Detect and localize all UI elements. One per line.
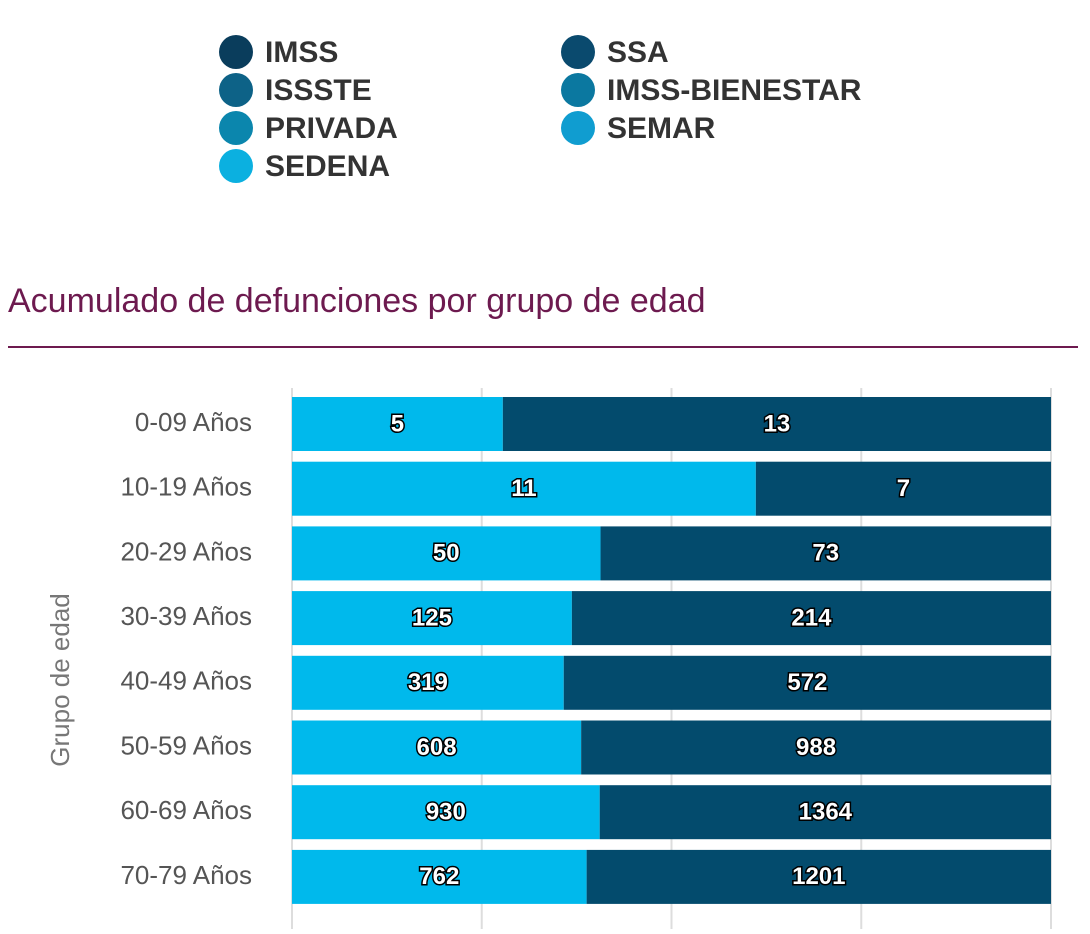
data-label: 572 bbox=[787, 669, 827, 696]
bar-segment bbox=[600, 526, 1051, 581]
bar-segment bbox=[292, 526, 601, 581]
legend-label: SEDENA bbox=[265, 150, 390, 183]
data-label: 7 bbox=[897, 475, 910, 502]
legend-marker bbox=[219, 149, 253, 183]
data-label: 762 bbox=[419, 863, 459, 890]
legend-marker bbox=[219, 73, 253, 107]
bar-segment bbox=[292, 720, 582, 775]
bar-segment bbox=[292, 591, 572, 646]
legend-marker bbox=[561, 35, 595, 69]
legend-label: SSA bbox=[607, 36, 669, 69]
data-label: 319 bbox=[408, 669, 448, 696]
data-label: 930 bbox=[426, 799, 466, 826]
legend-label: SEMAR bbox=[607, 112, 716, 145]
bar-segment bbox=[292, 397, 503, 451]
bar-segment bbox=[292, 785, 600, 840]
bar-segment bbox=[571, 591, 1051, 646]
data-label: 1364 bbox=[799, 799, 853, 826]
y-tick-label: 70-79 Años bbox=[120, 860, 252, 890]
bar-segment bbox=[586, 849, 1051, 904]
y-tick-label: 60-69 Años bbox=[120, 795, 252, 825]
data-label: 50 bbox=[433, 540, 460, 567]
chart-title: Acumulado de defunciones por grupo de ed… bbox=[8, 282, 706, 320]
bar-segment bbox=[292, 461, 756, 516]
legend-label: ISSSTE bbox=[265, 74, 372, 107]
legend-marker bbox=[561, 111, 595, 145]
legend-marker bbox=[219, 111, 253, 145]
bar-segment bbox=[292, 655, 564, 710]
bar-segment bbox=[502, 397, 1051, 451]
bar-segment bbox=[599, 785, 1051, 840]
y-tick-label: 50-59 Años bbox=[120, 730, 252, 760]
legend-label: IMSS bbox=[265, 36, 338, 69]
bar-segment bbox=[581, 720, 1051, 775]
y-tick-label: 30-39 Años bbox=[120, 601, 252, 631]
bar-segment bbox=[292, 849, 587, 904]
data-label: 988 bbox=[796, 734, 836, 761]
legend-marker bbox=[561, 73, 595, 107]
data-label: 13 bbox=[764, 410, 791, 437]
data-label: 5 bbox=[391, 410, 404, 437]
y-tick-label: 20-29 Años bbox=[120, 536, 252, 566]
bar-segment bbox=[563, 655, 1051, 710]
data-label: 11 bbox=[511, 475, 536, 502]
y-tick-label: 0-09 Años bbox=[135, 407, 252, 437]
y-tick-label: 40-49 Años bbox=[120, 666, 252, 696]
data-label: 125 bbox=[412, 604, 452, 631]
bar-segment bbox=[755, 461, 1051, 516]
y-axis-label: Grupo de edad bbox=[45, 593, 75, 766]
data-label: 608 bbox=[417, 734, 457, 761]
data-label: 214 bbox=[791, 604, 832, 631]
y-tick-label: 10-19 Años bbox=[120, 472, 252, 502]
legend-label: PRIVADA bbox=[265, 112, 398, 145]
legend-marker bbox=[219, 35, 253, 69]
data-label: 73 bbox=[812, 540, 839, 567]
data-label: 1201 bbox=[792, 863, 845, 890]
legend-label: IMSS-BIENESTAR bbox=[607, 74, 862, 107]
